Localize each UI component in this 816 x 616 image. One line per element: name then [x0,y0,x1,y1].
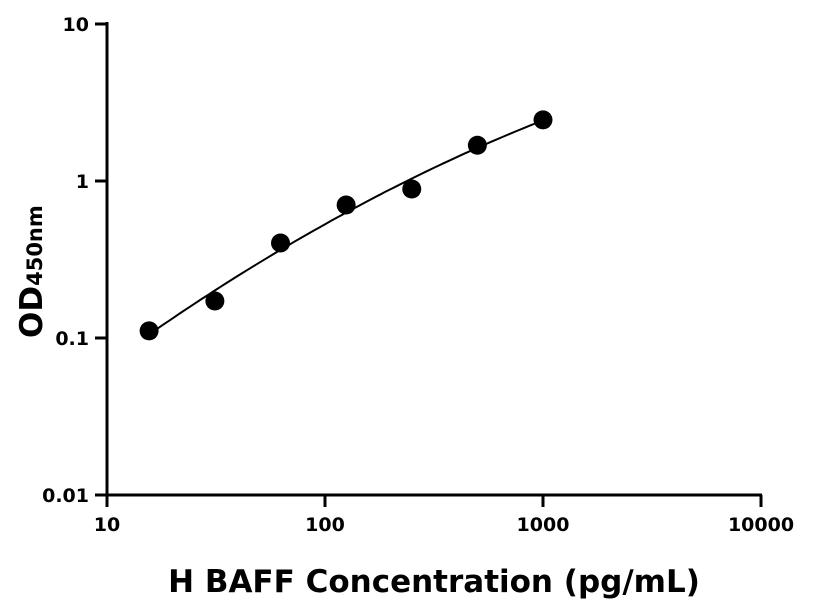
data-point [467,135,487,155]
data-point [533,110,553,130]
data-point [205,291,225,311]
points-layer [139,110,553,341]
data-point [336,195,356,215]
x-axis-label: H BAFF Concentration (pg/mL) [168,564,700,600]
x-ticks: 10 100 1000 10000 [94,495,794,536]
y-tick-label: 0.1 [55,328,89,350]
data-point [139,321,159,341]
y-axis-label: OD450nm [14,205,50,338]
x-tick-label: 1000 [517,514,570,536]
y-tick-label: 10 [63,14,89,36]
x-tick-label: 10000 [728,514,794,536]
y-axis-label-sub: 450nm [23,205,47,286]
data-point [271,233,291,253]
data-point [402,179,422,199]
x-tick-label: 10 [94,514,120,536]
y-axis-label-main: OD [14,286,50,338]
y-tick-label: 0.01 [42,485,89,507]
y-ticks: 0.01 0.1 1 10 [42,14,107,507]
y-tick-label: 1 [76,171,89,193]
x-tick-label: 100 [305,514,345,536]
